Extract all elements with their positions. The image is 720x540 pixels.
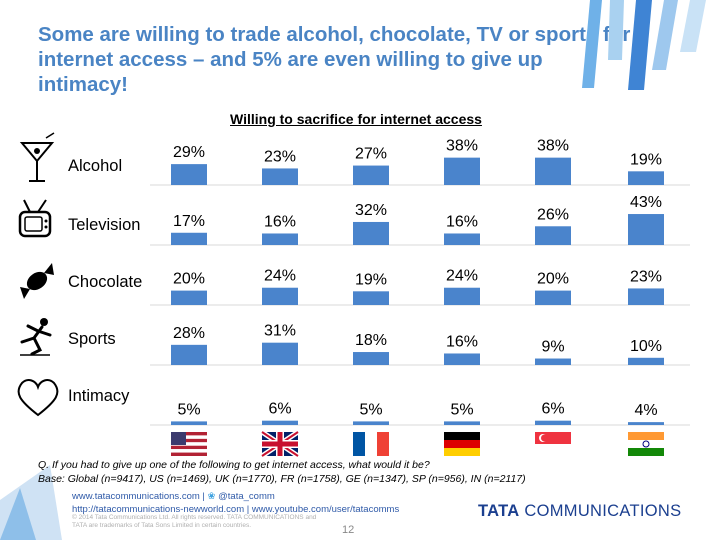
data-label: 24% — [264, 268, 296, 285]
data-label: 5% — [450, 401, 473, 418]
bar-alcohol-fr — [353, 165, 389, 185]
row-label: Intimacy — [68, 387, 130, 405]
row-label: Chocolate — [68, 273, 142, 291]
data-label: 24% — [446, 268, 478, 285]
copyright-notice: © 2014 Tata Communications Ltd. All righ… — [72, 514, 317, 529]
bar-sports-sp — [535, 358, 571, 365]
data-label: 38% — [537, 138, 569, 155]
bar-sports-in — [628, 357, 664, 365]
data-label: 29% — [173, 144, 205, 161]
bar-chocolate-ge — [444, 287, 480, 305]
data-label: 5% — [359, 401, 382, 418]
blog-link[interactable]: http://tatacommunications-newworld.com — [72, 504, 245, 515]
bar-alcohol-sp — [535, 157, 571, 185]
data-label: 4% — [634, 402, 657, 419]
data-label: 16% — [446, 333, 478, 350]
data-label: 16% — [264, 213, 296, 230]
row-sports: Sports 28% 31% 18% 16% 9% 10% — [20, 318, 690, 366]
data-label: 16% — [446, 213, 478, 230]
flag-us-icon — [171, 432, 207, 456]
candy-icon — [20, 263, 54, 299]
bar-intimacy-sp — [535, 420, 571, 425]
row-television: Television 17% 16% 32% 16% 26% 43% — [18, 194, 690, 246]
data-label: 38% — [446, 138, 478, 155]
youtube-link[interactable]: www.youtube.com/user/tatacomms — [251, 504, 400, 515]
flag-uk-icon — [260, 429, 300, 459]
bar-sports-us — [171, 344, 207, 365]
bar-alcohol-in — [628, 171, 664, 185]
survey-base: Base: Global (n=9417), US (n=1469), UK (… — [38, 473, 526, 485]
bar-sports-uk — [262, 342, 298, 365]
flag-in-icon — [628, 432, 664, 456]
martini-icon — [19, 132, 55, 182]
row-label: Sports — [68, 330, 116, 348]
tv-icon — [18, 199, 52, 238]
data-label: 27% — [355, 146, 387, 163]
data-label: 19% — [630, 151, 662, 168]
row-chocolate: Chocolate 20% 24% 19% 24% 20% 23% — [20, 263, 690, 306]
bar-alcohol-us — [171, 164, 207, 185]
row-label: Television — [68, 216, 140, 234]
row-alcohol: Alcohol 29% 23% 27% 38% 38% 19% — [19, 132, 690, 186]
company-logo: TATA COMMUNICATIONS — [478, 502, 682, 520]
data-label: 18% — [355, 332, 387, 349]
data-label: 23% — [264, 148, 296, 165]
data-label: 6% — [268, 401, 291, 418]
bar-alcohol-uk — [262, 168, 298, 185]
data-label: 17% — [173, 213, 205, 230]
data-label: 23% — [630, 268, 662, 285]
bar-television-uk — [262, 233, 298, 245]
bar-alcohol-ge — [444, 157, 480, 185]
data-label: 9% — [541, 339, 564, 356]
heart-icon — [17, 379, 59, 417]
survey-question: Q. If you had to give up one of the foll… — [38, 459, 430, 471]
chart-title: Willing to sacrifice for internet access — [230, 111, 482, 127]
row-label: Alcohol — [68, 157, 122, 175]
bar-chocolate-us — [171, 290, 207, 305]
data-label: 20% — [173, 271, 205, 288]
bar-intimacy-ge — [444, 421, 480, 425]
bar-sports-ge — [444, 353, 480, 365]
bar-intimacy-us — [171, 421, 207, 425]
decor-stripes — [582, 0, 706, 90]
website-link[interactable]: www.tatacommunications.com — [72, 491, 200, 502]
athlete-icon — [20, 318, 52, 356]
bar-television-ge — [444, 233, 480, 245]
twitter-handle[interactable]: @tata_comm — [218, 491, 275, 502]
data-label: 10% — [630, 338, 662, 355]
bar-intimacy-fr — [353, 421, 389, 425]
bar-chocolate-in — [628, 288, 664, 305]
data-label: 5% — [177, 401, 200, 418]
flag-fr-icon — [353, 432, 389, 456]
slide-title: Some are willing to trade alcohol, choco… — [38, 23, 631, 96]
data-label: 19% — [355, 271, 387, 288]
page-number: 12 — [342, 524, 355, 536]
bar-sports-fr — [353, 352, 389, 365]
country-flags — [171, 429, 664, 459]
bar-television-fr — [353, 221, 389, 245]
bar-chocolate-uk — [262, 287, 298, 305]
data-label: 6% — [541, 401, 564, 418]
bar-chocolate-sp — [535, 290, 571, 305]
survey-notes: Q. If you had to give up one of the foll… — [38, 458, 698, 486]
data-label: 20% — [537, 271, 569, 288]
data-label: 26% — [537, 206, 569, 223]
bar-television-sp — [535, 226, 571, 245]
twitter-icon: ❀ — [207, 491, 216, 502]
bar-television-us — [171, 232, 207, 245]
bar-television-in — [628, 214, 664, 245]
bar-chocolate-fr — [353, 291, 389, 305]
data-label: 31% — [264, 323, 296, 340]
footer-links: www.tatacommunications.com | ❀ @tata_com… — [72, 491, 400, 515]
data-label: 32% — [355, 202, 387, 219]
flag-ge-icon — [444, 432, 480, 456]
data-label: 28% — [173, 325, 205, 342]
decor-wedge-inner — [0, 488, 36, 540]
bar-intimacy-uk — [262, 420, 298, 425]
row-intimacy: Intimacy 5% 6% 5% 5% 6% 4% — [17, 379, 690, 426]
data-label: 43% — [630, 194, 662, 211]
bar-intimacy-in — [628, 422, 664, 425]
flag-sp-icon — [535, 432, 571, 456]
